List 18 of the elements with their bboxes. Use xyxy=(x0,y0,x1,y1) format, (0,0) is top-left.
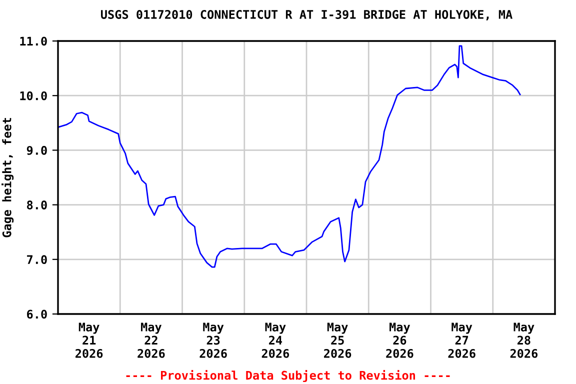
x-tick-label: May 24 2026 xyxy=(262,322,290,358)
y-tick-label: 11.0 xyxy=(20,36,47,46)
y-tick-label: 7.0 xyxy=(27,255,47,264)
line-series xyxy=(58,45,521,268)
x-tick-label: May 26 2026 xyxy=(386,322,414,358)
y-tick-label: 10.0 xyxy=(20,91,47,100)
y-tick-label: 6.0 xyxy=(27,310,47,319)
x-tick-label: May 25 2026 xyxy=(324,322,352,358)
chart-title: USGS 01172010 CONNECTICUT R AT I-391 BRIDGE AT HOLYOKE, MA xyxy=(101,10,512,20)
x-tick-label: May 22 2026 xyxy=(138,322,165,358)
x-tick-label: May 21 2026 xyxy=(76,322,103,358)
x-tick-label: May 27 2026 xyxy=(448,322,476,358)
x-tick-label: May 23 2026 xyxy=(200,322,227,358)
x-tick-label: May 28 2026 xyxy=(510,322,538,358)
y-axis-title: Gage height, feet xyxy=(2,118,14,238)
y-tick-label: 9.0 xyxy=(26,146,47,155)
y-tick-label: 8.0 xyxy=(27,200,47,210)
text: ---- Provisional Data Subject to Revision ---- xyxy=(126,370,450,382)
